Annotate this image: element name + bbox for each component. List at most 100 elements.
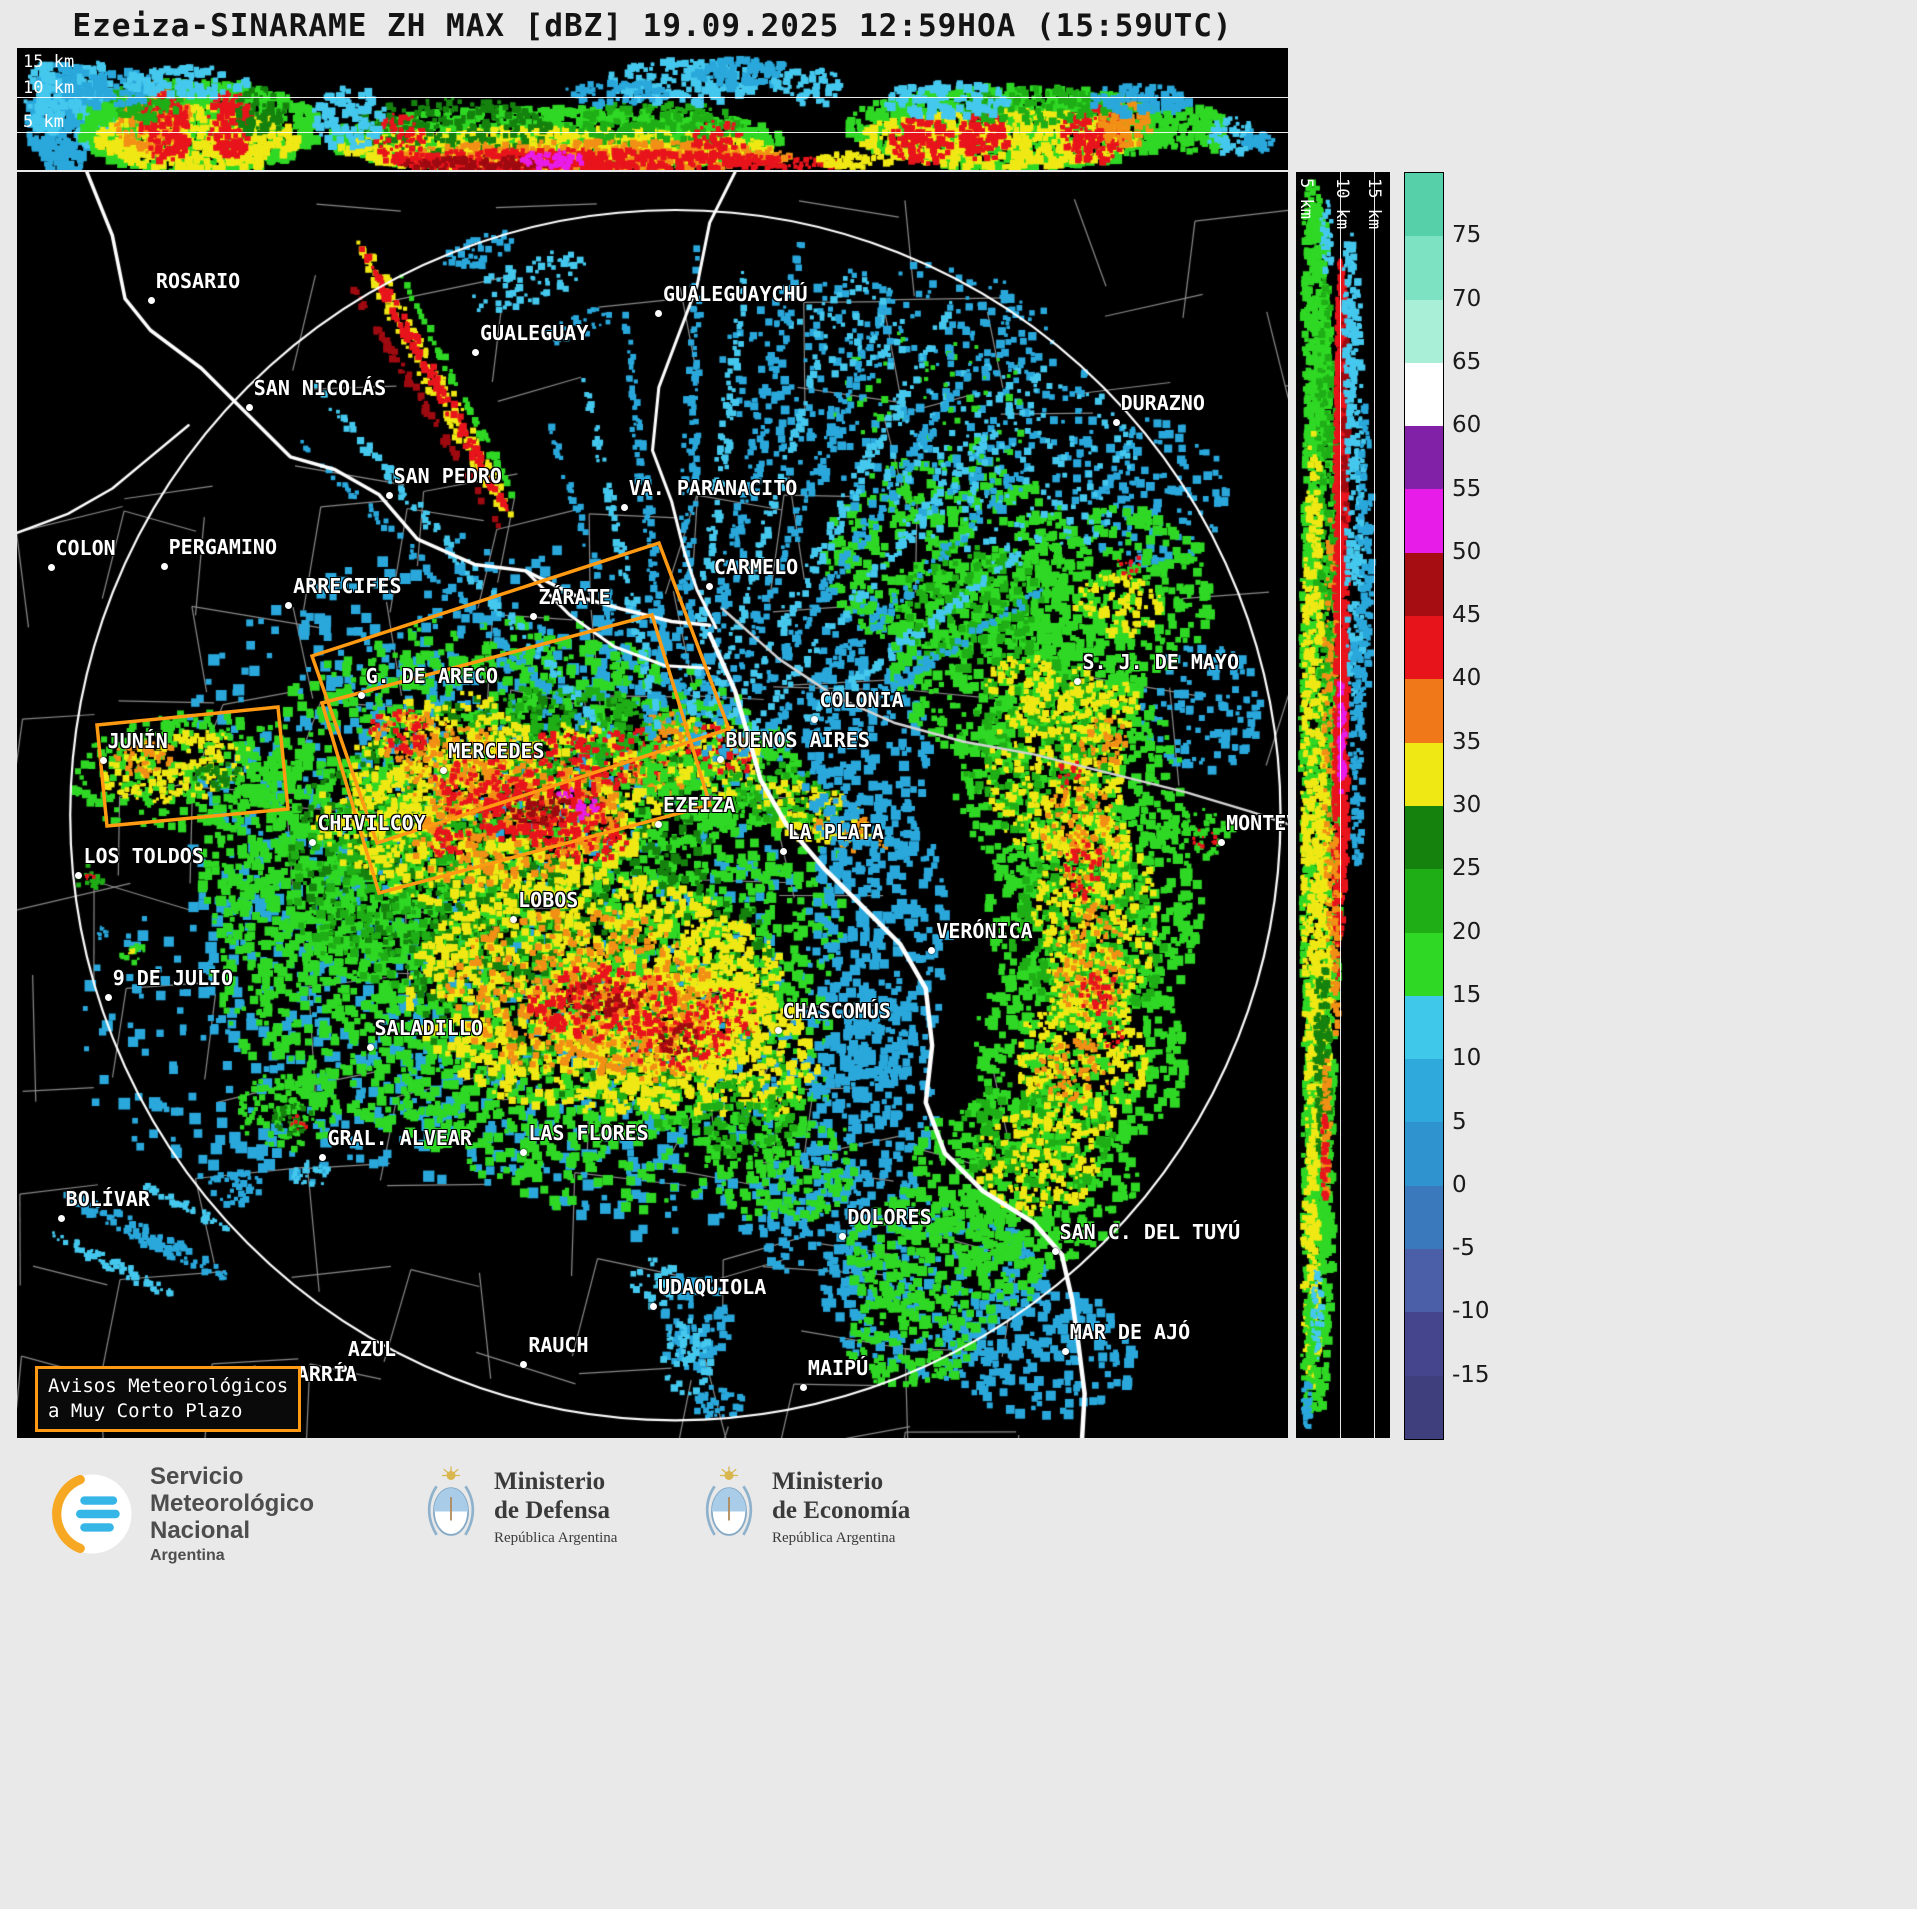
- city-dot: [1051, 1248, 1059, 1256]
- city-dot: [1061, 1348, 1069, 1356]
- dbz-colorbar: [1404, 172, 1444, 1440]
- footer: Servicio Meteorológico Nacional Argentin…: [0, 1455, 1917, 1585]
- colorbar-segment: [1405, 1122, 1443, 1186]
- colorbar-segment: [1405, 995, 1443, 1060]
- right-cross-section-canvas: [1296, 172, 1390, 1438]
- city-dot: [510, 916, 518, 924]
- colorbar-tick-label: 50: [1452, 538, 1482, 565]
- ministry-sub: República Argentina: [772, 1530, 896, 1546]
- city-label: COLON: [55, 536, 116, 561]
- city-dot: [774, 1026, 782, 1034]
- city-dot: [366, 1044, 374, 1052]
- warning-polygons-overlay: [95, 540, 732, 896]
- colorbar-tick-label: 45: [1452, 602, 1482, 629]
- colorbar-segment: [1405, 236, 1443, 300]
- city-dot: [147, 297, 155, 305]
- colorbar-tick-label: 30: [1452, 792, 1482, 818]
- city-label: LAS FLORES: [528, 1121, 649, 1146]
- city-label: VA. PARANACITO: [628, 475, 798, 500]
- argentina-coat-of-arms-icon: [705, 1466, 753, 1536]
- colorbar-segment: [1405, 1312, 1443, 1376]
- city-dot: [655, 309, 663, 317]
- city-label: BUENOS AIRES: [725, 727, 870, 752]
- city-label: SALADILLO: [374, 1016, 483, 1041]
- colorbar-tick-label: 20: [1452, 918, 1482, 945]
- smn-name-line: Meteorológico: [150, 1490, 315, 1517]
- altitude-label: 15 km: [23, 52, 75, 72]
- warning-polygon: [309, 540, 732, 846]
- city-dot: [928, 946, 936, 954]
- colorbar-segment: [1405, 173, 1443, 237]
- colorbar-segment: [1405, 1249, 1443, 1313]
- smn-logo-icon: [52, 1474, 132, 1554]
- city-label: UDAQUIOLA: [657, 1274, 767, 1299]
- top-cross-section-panel: 15 km 10 km 5 km: [17, 48, 1288, 170]
- altitude-label: 5 km: [1296, 178, 1316, 219]
- city-label: BOLÍVAR: [65, 1187, 150, 1212]
- city-label: COLONIA: [819, 688, 904, 713]
- ministry-economia-text: Ministerio de Economía República Argenti…: [772, 1467, 910, 1547]
- dbz-colorbar-ticks: 75 70 65 60 55 50 45 40 35 30 25 20 15 10 5 0 -5 -10 -15: [1452, 172, 1522, 1438]
- ministry-economia-group: Ministerio de Economía República Argenti…: [702, 1463, 910, 1551]
- smn-logo-group: Servicio Meteorológico Nacional Argentin…: [50, 1463, 314, 1565]
- city-label: LA PLATA: [787, 820, 884, 845]
- altitude-label: 10 km: [23, 78, 75, 98]
- city-label: CHASCOMÚS: [782, 998, 891, 1023]
- colorbar-segment: [1405, 932, 1443, 996]
- colorbar-tick-label: 60: [1452, 412, 1482, 439]
- top-cross-section-canvas: [17, 48, 1288, 170]
- city-label: JUNÍN: [107, 728, 168, 753]
- city-label: 9 DE JULIO: [112, 965, 234, 990]
- city-label: S. J. DE MAYO: [1082, 650, 1240, 675]
- colorbar-tick-label: 55: [1452, 475, 1482, 502]
- city-label: EZEIZA: [663, 793, 736, 818]
- argentina-coat-of-arms-icon: [427, 1466, 475, 1536]
- city-label: MONTEVIDEO: [1226, 811, 1288, 836]
- altitude-label: 10 km: [1332, 178, 1352, 230]
- page-title: Ezeiza-SINARAME ZH MAX [dBZ] 19.09.2025 …: [72, 8, 1233, 44]
- ministry-name-line: Ministerio: [772, 1468, 884, 1495]
- colorbar-segment: [1405, 552, 1443, 617]
- city-label: ARRECIFES: [293, 574, 402, 599]
- city-dot: [75, 872, 83, 880]
- city-dot: [620, 503, 628, 511]
- warning-legend-box: Avisos Meteorológicos a Muy Corto Plazo: [35, 1366, 302, 1432]
- city-dot: [472, 349, 480, 357]
- colorbar-segment: [1405, 426, 1443, 490]
- city-dot: [779, 848, 787, 856]
- city-dot: [47, 564, 55, 572]
- city-label: DURAZNO: [1120, 390, 1205, 415]
- city-dot: [319, 1154, 327, 1162]
- city-label: ROSARIO: [155, 269, 241, 294]
- city-dot: [520, 1360, 528, 1368]
- city-dot: [245, 403, 253, 411]
- ministry-defensa-group: Ministerio de Defensa República Argentin…: [424, 1463, 617, 1551]
- city-label: ZÁRATE: [538, 584, 611, 609]
- city-dot: [705, 583, 713, 591]
- city-label: SAN PEDRO: [393, 464, 502, 489]
- colorbar-tick-label: -5: [1452, 1235, 1475, 1262]
- colorbar-segment: [1405, 742, 1443, 806]
- city-dot: [530, 612, 538, 620]
- colorbar-segment: [1405, 1375, 1443, 1439]
- city-label: MAR DE AJÓ: [1069, 1320, 1191, 1345]
- warning-legend-line1: Avisos Meteorológicos: [48, 1375, 289, 1397]
- colorbar-tick-label: -10: [1452, 1298, 1490, 1325]
- city-dot: [285, 602, 293, 610]
- city-dot: [839, 1232, 847, 1240]
- city-dot: [1074, 678, 1082, 686]
- main-radar-panel: ROSARIO GUALEGUAYCHÚ GUALEGUAY SAN NICOLÁS D…: [17, 172, 1288, 1438]
- city-dot: [649, 1302, 657, 1310]
- colorbar-tick-label: 0: [1452, 1171, 1467, 1198]
- colorbar-tick-label: 15: [1452, 981, 1482, 1008]
- colorbar-tick-label: -15: [1452, 1361, 1490, 1388]
- city-dot: [1112, 418, 1120, 426]
- altitude-line-5km: [17, 132, 1288, 133]
- colorbar-segment: [1405, 362, 1443, 427]
- colorbar-segment: [1405, 1059, 1443, 1123]
- city-label: DOLORES: [847, 1204, 932, 1229]
- altitude-line-15km: [1374, 172, 1375, 1438]
- city-label: GRAL. ALVEAR: [327, 1126, 472, 1151]
- smn-text: Servicio Meteorológico Nacional Argentin…: [150, 1463, 314, 1565]
- city-dot: [799, 1383, 807, 1391]
